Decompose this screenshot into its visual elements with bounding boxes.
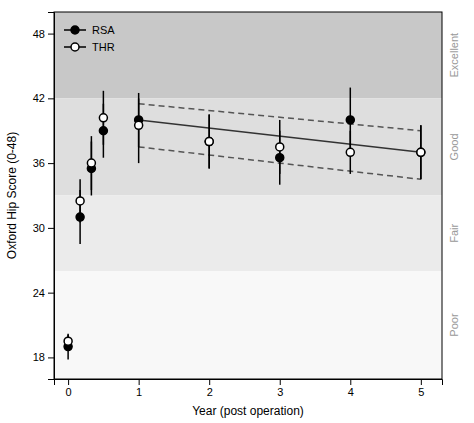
tick-label: 36 [33, 157, 45, 169]
point [76, 197, 84, 205]
tick-label: 30 [33, 222, 45, 234]
tick: 24 [33, 287, 54, 299]
tick-label: 18 [33, 351, 45, 363]
tick-mark [48, 293, 54, 294]
tick: 2 [207, 379, 213, 398]
tick-mark [48, 357, 54, 358]
point [64, 337, 72, 345]
legend-label: RSA [92, 24, 115, 36]
tick-mark [48, 163, 54, 164]
zone-label: Excellent [448, 33, 460, 78]
tick-label: 0 [66, 386, 72, 398]
tick-mark [280, 379, 281, 385]
tick-mark [48, 34, 54, 35]
tick: 1 [136, 379, 142, 398]
legend-label: THR [92, 41, 115, 53]
tick: 48 [33, 28, 54, 40]
zone-label: Good [448, 133, 460, 160]
point [99, 114, 107, 122]
zone-label: Fair [448, 223, 460, 242]
axis-line [55, 380, 443, 386]
point [276, 143, 284, 151]
tick-mark [48, 98, 54, 99]
point [417, 148, 425, 156]
tick-label: 2 [207, 386, 213, 398]
legend-symbol [71, 43, 79, 51]
point [346, 116, 354, 124]
tick: 3 [277, 379, 283, 398]
series-rsa [64, 88, 425, 360]
legend-item: RSA [64, 24, 115, 36]
tick-label: 1 [136, 386, 142, 398]
legend: RSA THR [64, 24, 115, 53]
tick-mark [139, 379, 140, 385]
point [205, 138, 213, 146]
tick: 5 [418, 379, 424, 398]
tick-mark [48, 228, 54, 229]
y-axis: 18 24 30 36 42 48 [33, 13, 55, 380]
plot: 0 1 2 3 4 5 18 24 30 36 42 48 Year (post operation) O… [5, 12, 460, 418]
zone [54, 271, 442, 379]
tick-mark [209, 379, 210, 385]
tick: 30 [33, 222, 54, 234]
tick-mark [350, 379, 351, 385]
point [135, 121, 143, 129]
tick: 18 [33, 351, 54, 363]
x-axis-title: Year (post operation) [192, 404, 304, 418]
point [87, 159, 95, 167]
y-axis-title: Oxford Hip Score (0-48) [5, 132, 19, 259]
point [417, 148, 425, 156]
tick: 4 [348, 379, 354, 398]
x-axis: 0 1 2 3 4 5 [55, 379, 443, 398]
tick: 36 [33, 157, 54, 169]
tick: 42 [33, 92, 54, 104]
zone [54, 12, 442, 98]
tick-label: 5 [418, 386, 424, 398]
tick-mark [421, 379, 422, 385]
tick-label: 3 [277, 386, 283, 398]
tick-label: 4 [348, 386, 354, 398]
zone [54, 196, 442, 272]
plot-frame [54, 12, 442, 379]
tick-label: 42 [33, 92, 45, 104]
data-area [54, 12, 442, 379]
tick-label: 48 [33, 28, 45, 40]
legend-symbol [71, 26, 79, 34]
point [346, 148, 354, 156]
chart: 0 1 2 3 4 5 18 24 30 36 42 48 Year (post operation) O… [0, 0, 474, 423]
legend-item: THR [64, 41, 115, 53]
tick: 0 [66, 379, 72, 398]
error-bar [138, 98, 140, 163]
zone [54, 98, 442, 195]
tick-mark [68, 379, 69, 385]
tick-label: 24 [33, 287, 45, 299]
zone-label: Poor [448, 313, 460, 337]
point [205, 138, 213, 146]
series-thr [64, 91, 425, 348]
